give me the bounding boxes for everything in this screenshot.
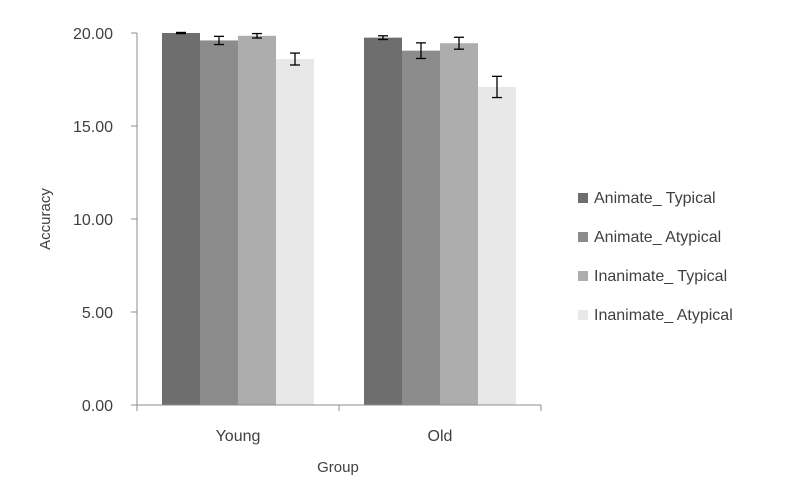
error-bar — [416, 42, 426, 60]
x-tick-label: Young — [216, 428, 261, 445]
y-tick-label: 5.00 — [82, 305, 113, 322]
legend-swatch — [578, 271, 588, 281]
bar-inanimate-typical-young — [238, 35, 276, 405]
legend-label: Animate_ Atypical — [594, 229, 721, 246]
error-bar — [214, 35, 224, 46]
x-axis-title: Group — [317, 459, 359, 476]
y-tick-label: 0.00 — [82, 398, 113, 415]
bar-inanimate-atypical-young — [276, 59, 314, 405]
y-axis-title: Accuracy — [37, 188, 54, 250]
error-bar — [176, 31, 186, 35]
bar-animate-atypical-young — [200, 40, 238, 405]
error-bar — [290, 52, 300, 66]
error-bar — [492, 75, 502, 99]
error-bar — [378, 35, 388, 41]
x-tick-label: Old — [428, 428, 453, 445]
legend-label: Inanimate_ Typical — [594, 268, 727, 285]
legend-swatch — [578, 232, 588, 242]
legend-swatch — [578, 193, 588, 203]
legend-item: Animate_ Atypical — [578, 229, 721, 246]
error-bar — [454, 36, 464, 50]
error-bar — [252, 32, 262, 39]
bar-animate-atypical-old — [402, 50, 440, 406]
bar-animate-typical-young — [162, 33, 200, 405]
legend-item: Inanimate_ Atypical — [578, 307, 733, 324]
y-tick-label: 20.00 — [73, 26, 113, 43]
legend-label: Inanimate_ Atypical — [594, 307, 733, 324]
bar-inanimate-typical-old — [440, 43, 478, 405]
y-tick-label: 15.00 — [73, 119, 113, 136]
y-tick-label: 10.00 — [73, 212, 113, 229]
legend-item: Animate_ Typical — [578, 190, 716, 207]
bar-inanimate-atypical-old — [478, 86, 516, 405]
legend-swatch — [578, 310, 588, 320]
legend: Animate_ Typical Animate_ Atypical Inanima… — [578, 190, 733, 324]
legend-label: Animate_ Typical — [594, 190, 716, 207]
legend-item: Inanimate_ Typical — [578, 268, 727, 285]
bar-animate-typical-old — [364, 37, 402, 406]
